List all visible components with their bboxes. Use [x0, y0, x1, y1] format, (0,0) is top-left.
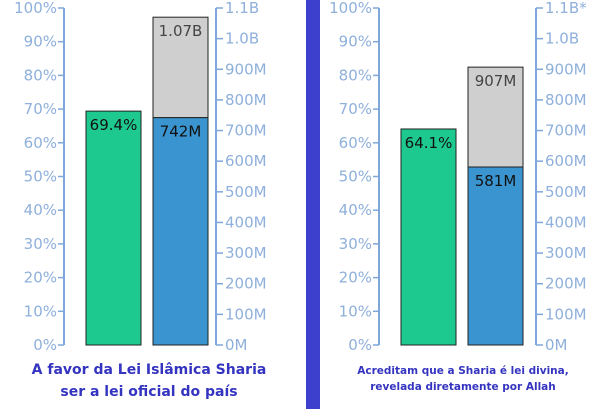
population-total-label: 1.07B: [159, 22, 203, 40]
right-axis-tick-label: 1.1B*: [545, 0, 587, 17]
right-axis-tick-label: 500M: [225, 183, 267, 201]
chart-caption-line: A favor da Lei Islâmica Sharia: [32, 362, 267, 378]
chart-panel-1: 0% 10% 20% 30% 40% 50% 60% 70% 80% 90% 100% 0M 100M 2…: [14, 0, 266, 400]
percent-bar-label: 64.1%: [405, 134, 453, 152]
population-total-bar: [152, 16, 209, 119]
right-axis-tick-label: 800M: [225, 91, 267, 109]
left-axis-tick-label: 20%: [339, 269, 372, 287]
left-axis-tick-label: 30%: [24, 235, 57, 253]
left-axis-tick-label: 50%: [24, 168, 57, 186]
right-axis-tick-label: 200M: [545, 275, 587, 293]
left-axis-tick-label: 0%: [33, 336, 57, 354]
population-value-label: 742M: [160, 123, 202, 141]
right-axis-tick-label: 500M: [545, 183, 587, 201]
right-axis-tick-label: 700M: [225, 122, 267, 140]
right-axis-tick-label: 400M: [225, 213, 267, 231]
left-axis-tick-label: 10%: [24, 302, 57, 320]
right-axis-tick-label: 1.0B: [545, 30, 579, 48]
left-axis-tick-label: 90%: [339, 33, 372, 51]
left-axis-tick-label: 80%: [339, 66, 372, 84]
right-axis-tick-label: 100M: [225, 305, 267, 323]
right-axis-tick-label: 0M: [225, 336, 248, 354]
population-total-bar: [467, 66, 524, 168]
chart-caption-line: Acreditam que a Sharia é lei divina,: [357, 365, 568, 377]
chart-caption-line: revelada diretamente por Allah: [370, 381, 556, 393]
left-axis-tick-label: 70%: [24, 100, 57, 118]
right-axis-tick-label: 300M: [225, 244, 267, 262]
right-axis-tick-label: 800M: [545, 91, 587, 109]
right-axis-tick-label: 1.1B: [225, 0, 259, 17]
left-axis-tick-label: 100%: [14, 0, 57, 17]
population-value-bar: [467, 166, 524, 346]
percent-bar: [85, 110, 142, 346]
population-value-bar: [152, 117, 209, 346]
left-axis-tick-label: 20%: [24, 269, 57, 287]
left-axis-tick-label: 60%: [339, 134, 372, 152]
left-axis-tick-label: 30%: [339, 235, 372, 253]
percent-bar: [400, 128, 457, 346]
left-axis-tick-label: 40%: [339, 201, 372, 219]
left-axis-tick-label: 40%: [24, 201, 57, 219]
left-axis-tick-label: 70%: [339, 100, 372, 118]
right-axis-tick-label: 0M: [545, 336, 568, 354]
left-axis-tick-label: 100%: [329, 0, 372, 17]
population-total-label: 907M: [475, 72, 517, 90]
chart-caption-line: ser a lei oficial do país: [60, 384, 237, 400]
right-axis-tick-label: 300M: [545, 244, 587, 262]
right-axis-tick-label: 900M: [225, 60, 267, 78]
left-axis-tick-label: 50%: [339, 168, 372, 186]
left-axis-tick-label: 90%: [24, 33, 57, 51]
left-axis-tick-label: 0%: [348, 336, 372, 354]
right-axis-tick-label: 100M: [545, 305, 587, 323]
chart-panel-2: 0% 10% 20% 30% 40% 50% 60% 70% 80% 90% 100% 0M 100M 2…: [329, 0, 587, 393]
right-axis-tick-label: 900M: [545, 60, 587, 78]
left-axis-tick-label: 10%: [339, 302, 372, 320]
right-axis-tick-label: 600M: [545, 152, 587, 170]
right-axis-tick-label: 600M: [225, 152, 267, 170]
right-axis-tick-label: 700M: [545, 122, 587, 140]
left-axis-tick-label: 80%: [24, 66, 57, 84]
left-axis-tick-label: 60%: [24, 134, 57, 152]
right-axis-tick-label: 1.0B: [225, 30, 259, 48]
percent-bar-label: 69.4%: [90, 116, 138, 134]
population-value-label: 581M: [475, 172, 517, 190]
right-axis-tick-label: 200M: [225, 275, 267, 293]
right-axis-tick-label: 400M: [545, 213, 587, 231]
panel-divider: [306, 0, 320, 409]
